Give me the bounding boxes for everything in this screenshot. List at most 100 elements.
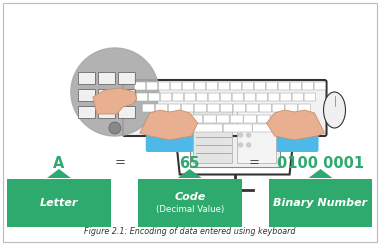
FancyBboxPatch shape bbox=[271, 115, 283, 123]
Text: Binary Number: Binary Number bbox=[274, 197, 368, 208]
FancyBboxPatch shape bbox=[136, 93, 148, 101]
FancyBboxPatch shape bbox=[98, 89, 115, 101]
Polygon shape bbox=[47, 169, 71, 178]
FancyBboxPatch shape bbox=[164, 124, 193, 132]
FancyBboxPatch shape bbox=[230, 115, 243, 123]
FancyBboxPatch shape bbox=[7, 179, 111, 227]
FancyBboxPatch shape bbox=[292, 93, 304, 101]
FancyBboxPatch shape bbox=[290, 82, 301, 90]
FancyBboxPatch shape bbox=[203, 115, 216, 123]
Circle shape bbox=[239, 133, 243, 137]
Circle shape bbox=[247, 143, 251, 147]
FancyBboxPatch shape bbox=[206, 82, 218, 90]
FancyBboxPatch shape bbox=[259, 104, 272, 112]
FancyBboxPatch shape bbox=[232, 93, 243, 101]
FancyBboxPatch shape bbox=[256, 93, 267, 101]
Text: 65: 65 bbox=[179, 156, 200, 171]
FancyBboxPatch shape bbox=[98, 107, 115, 119]
FancyBboxPatch shape bbox=[266, 82, 278, 90]
FancyBboxPatch shape bbox=[243, 115, 257, 123]
Polygon shape bbox=[178, 169, 202, 178]
FancyBboxPatch shape bbox=[123, 80, 327, 136]
FancyBboxPatch shape bbox=[158, 82, 170, 90]
FancyBboxPatch shape bbox=[268, 93, 280, 101]
FancyBboxPatch shape bbox=[3, 3, 378, 242]
FancyBboxPatch shape bbox=[78, 107, 95, 119]
FancyBboxPatch shape bbox=[149, 115, 162, 123]
FancyBboxPatch shape bbox=[181, 104, 194, 112]
FancyBboxPatch shape bbox=[314, 82, 325, 90]
FancyBboxPatch shape bbox=[190, 107, 280, 167]
FancyBboxPatch shape bbox=[194, 124, 223, 132]
Circle shape bbox=[109, 122, 121, 134]
Ellipse shape bbox=[323, 92, 346, 128]
FancyBboxPatch shape bbox=[217, 115, 230, 123]
FancyBboxPatch shape bbox=[254, 82, 266, 90]
FancyBboxPatch shape bbox=[155, 104, 168, 112]
Polygon shape bbox=[267, 110, 325, 140]
FancyBboxPatch shape bbox=[118, 89, 135, 101]
FancyBboxPatch shape bbox=[168, 104, 181, 112]
FancyBboxPatch shape bbox=[302, 82, 314, 90]
Circle shape bbox=[247, 133, 251, 137]
Text: =: = bbox=[114, 157, 125, 170]
FancyBboxPatch shape bbox=[223, 124, 252, 132]
Text: Code: Code bbox=[174, 192, 205, 201]
FancyBboxPatch shape bbox=[78, 89, 95, 101]
FancyBboxPatch shape bbox=[118, 107, 135, 119]
FancyBboxPatch shape bbox=[242, 82, 254, 90]
FancyBboxPatch shape bbox=[176, 115, 189, 123]
Text: Figure 2.1: Encoding of data entered using keyboard: Figure 2.1: Encoding of data entered usi… bbox=[85, 227, 296, 236]
FancyBboxPatch shape bbox=[160, 93, 172, 101]
FancyBboxPatch shape bbox=[193, 111, 232, 163]
FancyBboxPatch shape bbox=[272, 104, 285, 112]
FancyBboxPatch shape bbox=[246, 104, 259, 112]
FancyBboxPatch shape bbox=[148, 93, 160, 101]
FancyBboxPatch shape bbox=[271, 133, 319, 152]
FancyBboxPatch shape bbox=[182, 82, 194, 90]
FancyBboxPatch shape bbox=[304, 93, 315, 101]
Text: Letter: Letter bbox=[40, 197, 78, 208]
FancyBboxPatch shape bbox=[285, 104, 298, 112]
FancyBboxPatch shape bbox=[208, 93, 220, 101]
FancyBboxPatch shape bbox=[244, 93, 256, 101]
Polygon shape bbox=[172, 99, 298, 174]
FancyBboxPatch shape bbox=[138, 179, 242, 227]
FancyBboxPatch shape bbox=[220, 93, 232, 101]
Polygon shape bbox=[93, 88, 137, 114]
FancyBboxPatch shape bbox=[278, 82, 290, 90]
Text: A: A bbox=[53, 156, 65, 171]
FancyBboxPatch shape bbox=[142, 104, 155, 112]
Polygon shape bbox=[309, 169, 333, 178]
Text: (Decimal Value): (Decimal Value) bbox=[155, 205, 224, 214]
FancyBboxPatch shape bbox=[172, 93, 184, 101]
FancyBboxPatch shape bbox=[257, 115, 270, 123]
FancyBboxPatch shape bbox=[207, 104, 220, 112]
Text: 0100 0001: 0100 0001 bbox=[277, 156, 364, 171]
FancyBboxPatch shape bbox=[190, 115, 203, 123]
Circle shape bbox=[239, 143, 243, 147]
FancyBboxPatch shape bbox=[196, 93, 208, 101]
FancyBboxPatch shape bbox=[269, 179, 373, 227]
FancyBboxPatch shape bbox=[237, 111, 275, 163]
FancyBboxPatch shape bbox=[118, 73, 135, 85]
FancyBboxPatch shape bbox=[146, 82, 158, 90]
FancyBboxPatch shape bbox=[280, 93, 291, 101]
FancyBboxPatch shape bbox=[98, 73, 115, 85]
FancyBboxPatch shape bbox=[78, 73, 95, 85]
FancyBboxPatch shape bbox=[220, 104, 233, 112]
FancyBboxPatch shape bbox=[184, 93, 196, 101]
Circle shape bbox=[71, 48, 159, 136]
FancyBboxPatch shape bbox=[134, 82, 146, 90]
Text: =: = bbox=[249, 157, 259, 170]
Polygon shape bbox=[140, 110, 198, 140]
FancyBboxPatch shape bbox=[194, 104, 207, 112]
FancyBboxPatch shape bbox=[163, 115, 176, 123]
FancyBboxPatch shape bbox=[230, 82, 242, 90]
FancyBboxPatch shape bbox=[284, 115, 297, 123]
FancyBboxPatch shape bbox=[253, 124, 282, 132]
FancyBboxPatch shape bbox=[218, 82, 230, 90]
FancyBboxPatch shape bbox=[146, 133, 194, 152]
FancyBboxPatch shape bbox=[233, 104, 246, 112]
FancyBboxPatch shape bbox=[194, 82, 206, 90]
